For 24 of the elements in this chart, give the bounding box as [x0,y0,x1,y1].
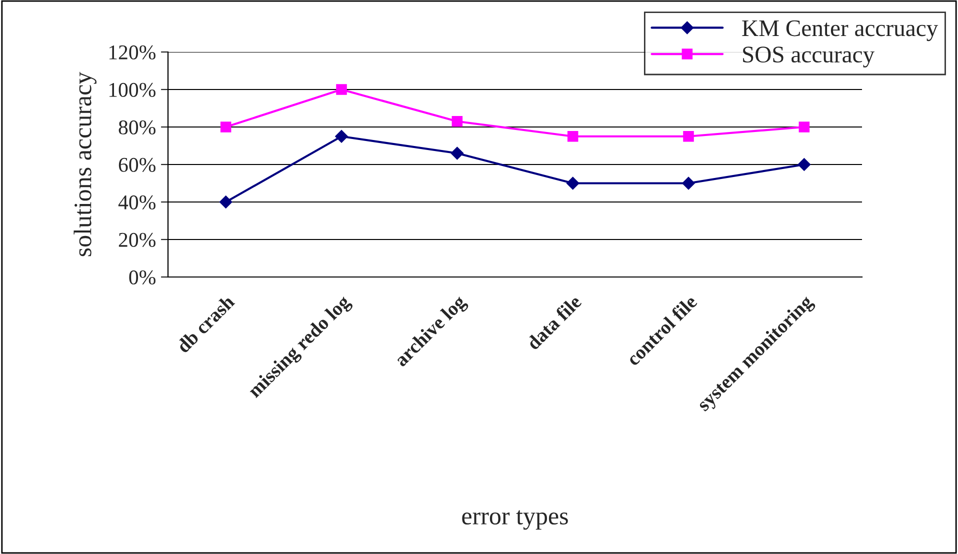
point [335,130,348,143]
legend-label: KM Center accruacy [742,20,938,42]
point [566,176,580,190]
y-tick-label: 120% [109,45,156,60]
legend-label: SOS accuracy [743,46,874,68]
y-tick-label: 80% [118,120,156,134]
point [450,146,464,160]
point [336,84,347,95]
y-tick-label: 60% [118,158,156,172]
x-axis-title: error types [462,510,568,530]
point [452,116,463,127]
point [567,130,578,142]
x-tick-label: data file [526,294,582,351]
y-tick-label: 100% [109,82,156,97]
point [798,122,810,132]
point [798,158,811,171]
point [219,196,232,208]
point [220,122,232,132]
point [682,176,695,190]
y-axis-title: solutions accuracy [74,72,96,256]
y-tick-label: 20% [118,232,156,247]
y-tick-label: 0% [129,270,156,284]
point [683,130,694,142]
y-tick-label: 40% [118,195,156,210]
